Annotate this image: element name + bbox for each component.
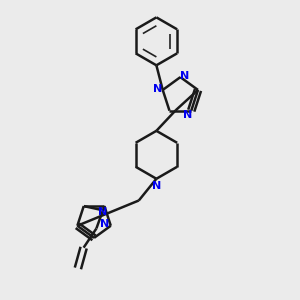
Text: N: N [100,219,110,229]
Text: N: N [183,110,193,119]
Text: N: N [152,181,162,191]
Text: N: N [98,207,107,217]
Text: N: N [153,84,163,94]
Text: N: N [180,71,189,82]
